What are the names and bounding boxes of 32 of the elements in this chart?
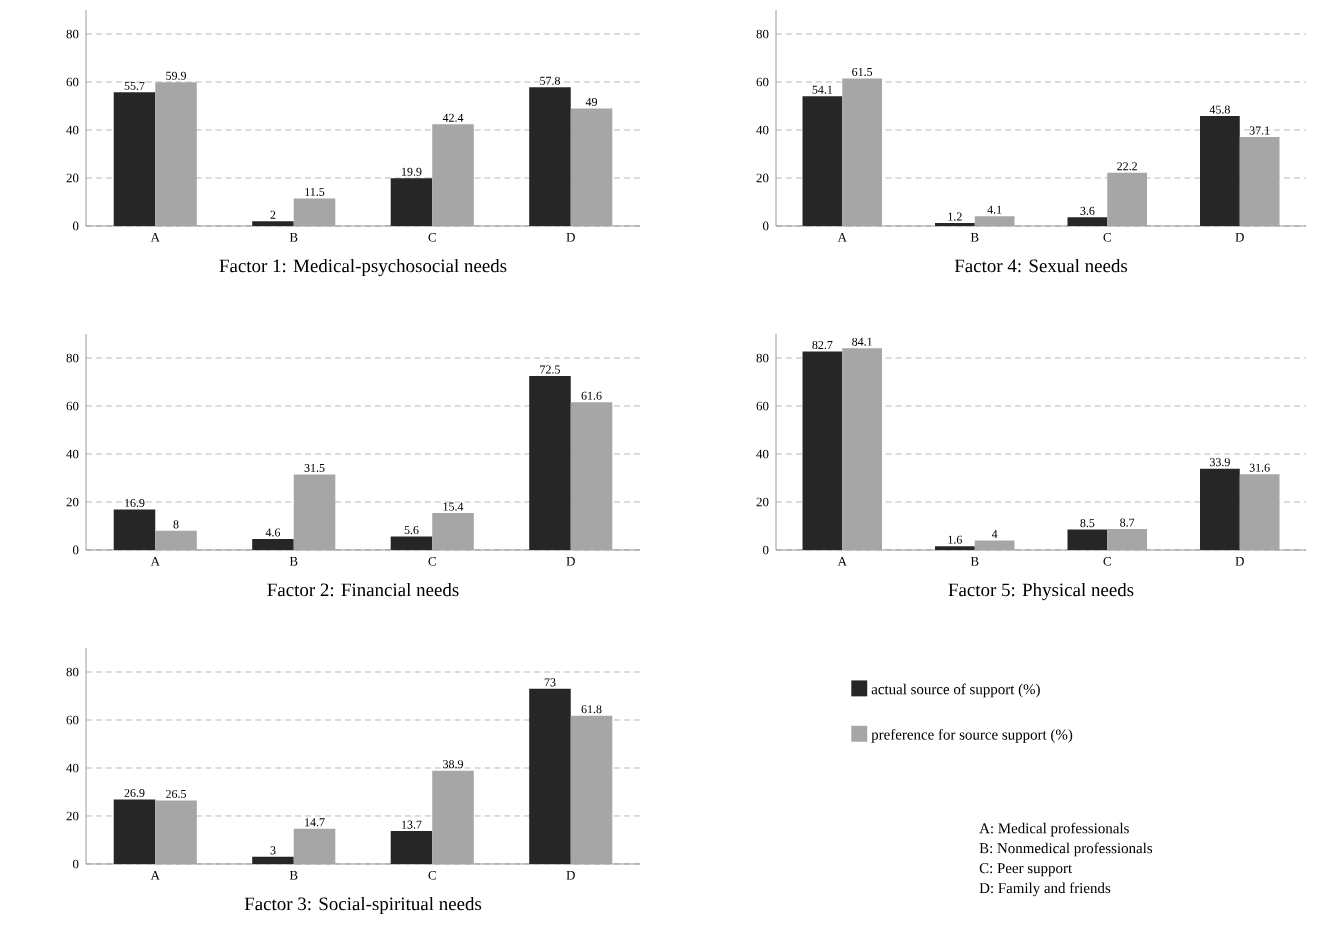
- text: Factor 1: Medical-psychosocial needs: [219, 258, 507, 277]
- bar: [1067, 217, 1108, 226]
- bar: [1067, 529, 1108, 550]
- bar: [1239, 136, 1280, 226]
- bar: [1200, 468, 1240, 550]
- bar: [802, 96, 843, 226]
- bar: [113, 509, 156, 550]
- bar: [1239, 474, 1280, 550]
- bar: [252, 538, 294, 550]
- bar: [529, 688, 571, 864]
- bar: [155, 530, 197, 550]
- bar: [974, 540, 1015, 550]
- text: Factor 3: Social-spiritual needs: [244, 896, 482, 915]
- text: Factor 4: Sexual needs: [954, 258, 1128, 273]
- bar: [390, 178, 433, 226]
- bar: [113, 92, 156, 226]
- text: Factor 5: Physical needs: [948, 582, 1134, 601]
- bar: [113, 799, 156, 864]
- bar: [529, 87, 571, 226]
- bar: [390, 831, 433, 864]
- bar: [293, 198, 336, 226]
- text: Factor 2: Financial needs: [267, 582, 459, 597]
- bar: [802, 351, 843, 550]
- bar: [1107, 529, 1148, 550]
- bar: [529, 375, 571, 550]
- bar: [252, 856, 294, 864]
- bar: [842, 348, 883, 550]
- bar: [293, 828, 336, 864]
- bar: [974, 216, 1015, 226]
- bar: [1200, 116, 1240, 226]
- bar: [432, 513, 474, 550]
- bar: [390, 536, 433, 550]
